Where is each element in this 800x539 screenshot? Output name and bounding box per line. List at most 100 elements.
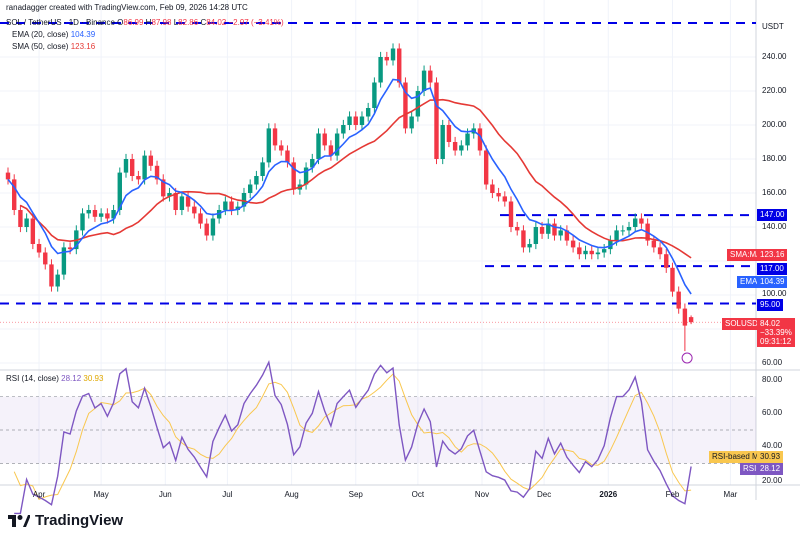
candle: [36, 244, 42, 253]
candle: [459, 145, 464, 151]
sma-line: [20, 98, 692, 259]
price-tick: 220.00: [762, 86, 787, 95]
candle: [452, 142, 458, 151]
candle: [24, 218, 29, 227]
level-95-label: 95.00: [757, 299, 784, 311]
candle: [291, 162, 296, 190]
candle: [515, 227, 520, 231]
price-tick: 180.00: [762, 154, 787, 163]
rsi-tick: 20.00: [762, 476, 783, 485]
symbol-title: SOL / TetherUS · 1D · Binance: [6, 18, 115, 27]
rsi-line: [14, 359, 692, 515]
candle: [334, 133, 340, 156]
candle: [633, 218, 638, 227]
candle: [92, 210, 98, 217]
created-by: ranadagger created with TradingView.com,…: [6, 3, 248, 12]
candle: [67, 247, 73, 250]
price-tick: 240.00: [762, 52, 787, 61]
candle: [365, 108, 371, 117]
x-tick: Apr: [32, 490, 46, 499]
level-117-label: 117.00: [757, 263, 787, 275]
x-tick: Dec: [537, 490, 552, 499]
candle: [111, 210, 116, 219]
candle: [5, 172, 11, 180]
candle: [409, 116, 414, 129]
rsi-tag: RSI: [740, 463, 760, 475]
candle: [123, 159, 129, 173]
candle: [272, 128, 278, 146]
candle: [154, 165, 160, 180]
candle: [378, 57, 383, 83]
candle: [310, 159, 315, 168]
ema-legend[interactable]: EMA (20, close) 104.39: [12, 30, 96, 39]
x-tick: Jun: [158, 490, 172, 499]
x-tick: Feb: [665, 490, 680, 499]
rsi-tick: 60.00: [762, 408, 783, 418]
candle: [508, 201, 514, 227]
candle: [570, 240, 576, 248]
rsi-tick: 80.00: [762, 375, 783, 384]
candle: [434, 82, 439, 159]
candle: [428, 70, 433, 83]
level-147-label: 147.00: [757, 209, 788, 221]
candle: [266, 128, 272, 163]
candle: [30, 218, 36, 244]
candle: [167, 193, 172, 197]
candle: [682, 308, 688, 326]
candle: [173, 193, 178, 210]
candle: [527, 244, 532, 248]
candle: [614, 230, 619, 241]
sma-legend[interactable]: SMA (50, close) 123.16: [12, 42, 96, 51]
candle: [328, 145, 334, 156]
candle: [98, 213, 104, 217]
candle: [43, 252, 48, 265]
candle: [496, 193, 501, 197]
candle: [639, 218, 644, 224]
x-tick: Sep: [348, 490, 363, 499]
price-tick: 160.00: [762, 188, 787, 197]
price-tick: 140.00: [762, 222, 787, 231]
candle: [241, 193, 247, 207]
candle: [558, 230, 563, 236]
price-tick: 200.00: [762, 120, 787, 129]
candle: [688, 317, 694, 323]
price-tick: 100.00: [762, 289, 787, 298]
candle: [12, 179, 17, 210]
candle: [49, 264, 54, 287]
candle: [341, 125, 346, 134]
candle: [254, 176, 259, 185]
candle: [390, 48, 396, 61]
event-marker-icon: [681, 352, 693, 364]
candle: [608, 240, 613, 250]
candle: [490, 184, 495, 193]
candle: [18, 210, 23, 227]
x-tick: Mar: [723, 490, 738, 499]
candle: [86, 210, 91, 214]
candle: [285, 150, 290, 163]
candle: [303, 167, 309, 185]
candle: [657, 247, 663, 255]
rsi-tick: 40.00: [762, 441, 783, 450]
candle: [589, 250, 594, 255]
candle: [583, 250, 588, 255]
candle: [61, 247, 67, 275]
rsi-ma-value-label: 30.93: [757, 451, 784, 463]
candle: [260, 162, 265, 176]
tradingview-logo[interactable]: TradingView: [8, 512, 123, 529]
rsi-ma-line: [13, 373, 692, 501]
x-tick: Jul: [222, 490, 233, 499]
candle: [347, 116, 352, 125]
ema-value-label: 104.39: [757, 276, 788, 288]
x-tick: Nov: [474, 490, 490, 499]
x-tick: May: [93, 490, 109, 499]
price-tick: 60.00: [762, 358, 783, 367]
rsi-ma-tag: RSI-based MA: [709, 451, 768, 463]
candle: [185, 196, 191, 207]
candle: [483, 150, 489, 185]
candle: [179, 196, 185, 210]
candle: [148, 155, 154, 166]
candle: [477, 128, 483, 151]
candle: [210, 218, 216, 236]
rsi-legend[interactable]: RSI (14, close) 28.12 30.93: [6, 374, 104, 383]
